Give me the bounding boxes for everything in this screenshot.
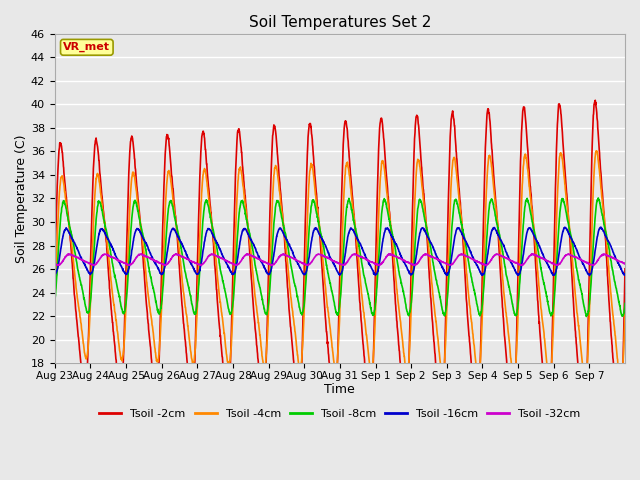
Tsoil -32cm (108, 254, 116, 260)
Tsoil -16cm (544, 262, 552, 267)
Line: Tsoil -2cm: Tsoil -2cm (55, 100, 625, 440)
Tsoil -16cm (108, 243, 116, 249)
Tsoil -16cm (614, 259, 621, 264)
Tsoil -8cm (614, 290, 621, 296)
Tsoil -4cm (512, 365, 520, 371)
Tsoil -8cm (582, 313, 590, 319)
Tsoil -2cm (616, 437, 623, 443)
Tsoil -8cm (512, 312, 520, 318)
Tsoil -32cm (544, 258, 552, 264)
Tsoil -4cm (621, 312, 629, 317)
Title: Soil Temperatures Set 2: Soil Temperatures Set 2 (249, 15, 431, 30)
Tsoil -8cm (544, 298, 552, 304)
X-axis label: Time: Time (324, 384, 355, 396)
Y-axis label: Soil Temperature (C): Soil Temperature (C) (15, 134, 28, 263)
Tsoil -8cm (51, 299, 59, 304)
Tsoil -16cm (512, 268, 520, 274)
Line: Tsoil -8cm: Tsoil -8cm (55, 198, 625, 316)
Tsoil -16cm (586, 273, 593, 278)
Tsoil -32cm (268, 263, 275, 268)
Tsoil -32cm (512, 260, 520, 266)
Line: Tsoil -32cm: Tsoil -32cm (55, 254, 625, 265)
Tsoil -2cm (544, 429, 552, 435)
Tsoil -2cm (374, 161, 382, 167)
Tsoil -4cm (544, 370, 552, 376)
Line: Tsoil -16cm: Tsoil -16cm (55, 227, 625, 276)
Tsoil -32cm (621, 261, 629, 267)
Tsoil -4cm (613, 352, 621, 358)
Tsoil -8cm (108, 255, 116, 261)
Tsoil -8cm (374, 264, 382, 270)
Text: VR_met: VR_met (63, 42, 110, 52)
Tsoil -8cm (595, 195, 602, 201)
Line: Tsoil -4cm: Tsoil -4cm (55, 151, 625, 384)
Tsoil -4cm (231, 253, 239, 259)
Tsoil -4cm (374, 228, 382, 233)
Tsoil -2cm (512, 374, 520, 380)
Tsoil -16cm (596, 224, 604, 230)
Tsoil -8cm (621, 300, 629, 306)
Tsoil -32cm (51, 261, 59, 266)
Tsoil -32cm (231, 261, 239, 267)
Legend: Tsoil -2cm, Tsoil -4cm, Tsoil -8cm, Tsoil -16cm, Tsoil -32cm: Tsoil -2cm, Tsoil -4cm, Tsoil -8cm, Tsoi… (95, 405, 585, 423)
Tsoil -32cm (374, 262, 382, 268)
Tsoil -2cm (591, 97, 599, 103)
Tsoil -32cm (614, 258, 621, 264)
Tsoil -4cm (617, 382, 625, 387)
Tsoil -4cm (592, 148, 600, 154)
Tsoil -2cm (108, 312, 116, 318)
Tsoil -8cm (231, 277, 239, 283)
Tsoil -4cm (108, 284, 116, 290)
Tsoil -16cm (51, 271, 59, 277)
Tsoil -2cm (613, 417, 621, 422)
Tsoil -16cm (621, 272, 629, 277)
Tsoil -2cm (231, 194, 239, 200)
Tsoil -32cm (564, 251, 572, 257)
Tsoil -16cm (374, 267, 382, 273)
Tsoil -4cm (51, 299, 59, 305)
Tsoil -2cm (621, 266, 629, 272)
Tsoil -2cm (51, 265, 59, 271)
Tsoil -16cm (231, 270, 239, 276)
